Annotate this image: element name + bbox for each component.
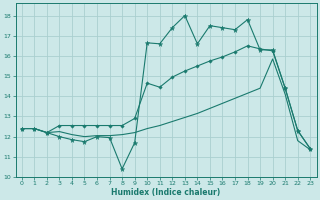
X-axis label: Humidex (Indice chaleur): Humidex (Indice chaleur) bbox=[111, 188, 221, 197]
